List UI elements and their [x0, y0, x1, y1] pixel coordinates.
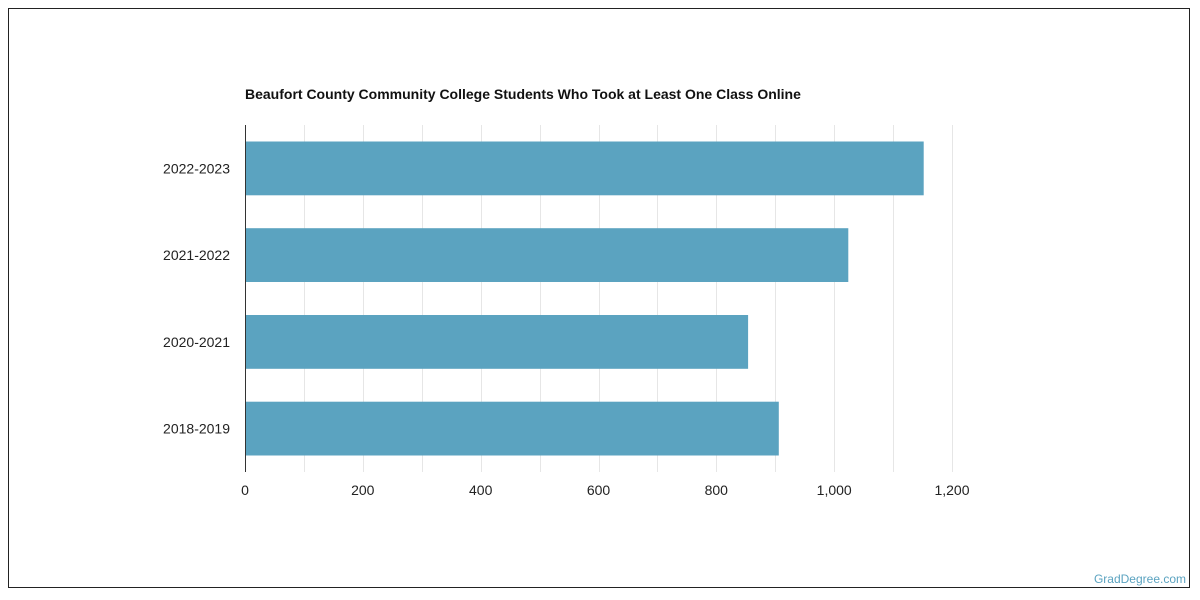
category-label: 2021-2022: [163, 247, 230, 263]
x-tick-label: 200: [351, 482, 375, 498]
bar-2020-2021: [245, 315, 749, 369]
x-tick-label: 1,200: [934, 482, 969, 498]
x-tick-label: 400: [469, 482, 493, 498]
x-tick-label: 1,000: [817, 482, 852, 498]
chart-title: Beaufort County Community College Studen…: [245, 86, 801, 102]
category-label: 2020-2021: [163, 334, 230, 350]
x-tick-label: 0: [241, 482, 249, 498]
x-tick-label: 800: [705, 482, 729, 498]
x-tick-label: 600: [587, 482, 611, 498]
bars: [245, 141, 924, 456]
category-label: 2018-2019: [163, 421, 230, 437]
bar-2021-2022: [245, 228, 849, 282]
category-label: 2022-2023: [163, 160, 230, 176]
x-tick-labels: 0 200 400 600 800 1,000 1,200: [241, 482, 970, 498]
bar-2018-2019: [245, 401, 779, 456]
bar-2022-2023: [245, 141, 924, 196]
watermark: GradDegree.com: [1093, 572, 1186, 586]
chart-frame: [8, 8, 1190, 588]
category-labels: 2022-2023 2021-2022 2020-2021 2018-2019: [163, 160, 230, 436]
